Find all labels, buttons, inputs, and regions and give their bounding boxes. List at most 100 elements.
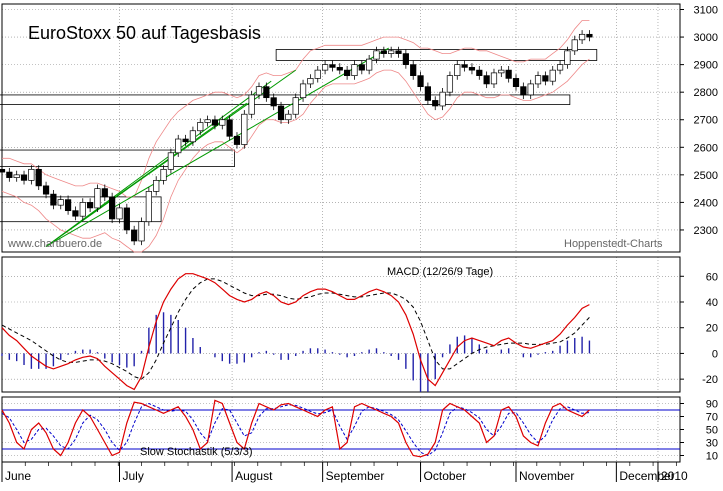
- stoch-tick-label-2: 50: [706, 425, 718, 437]
- macd-line: [1, 273, 590, 391]
- candle: [167, 152, 174, 170]
- candle: [388, 50, 395, 54]
- candle: [549, 69, 556, 82]
- candle: [446, 75, 454, 93]
- candle: [64, 199, 72, 212]
- candle: [131, 229, 138, 242]
- macd-signal-line: [1, 278, 590, 380]
- candle: [153, 180, 160, 192]
- candle: [329, 64, 336, 68]
- axes: 3100 3000 2900 2800 2700 2600 2500 2400 2300 60 40…: [1, 5, 718, 483]
- price-tick-label-3: 2800: [694, 87, 718, 99]
- candle: [432, 100, 439, 107]
- x-label-0: June: [5, 469, 31, 483]
- price-tick-label-1: 3000: [694, 32, 718, 44]
- candle: [395, 50, 402, 54]
- x-label-6: December: [619, 469, 674, 483]
- candle: [6, 171, 13, 178]
- stoch-k-line: [1, 399, 590, 458]
- stoch-tick-label-3: 30: [706, 438, 718, 450]
- candle: [248, 94, 255, 115]
- candle: [454, 64, 461, 76]
- candle: [358, 64, 365, 71]
- candle: [564, 50, 571, 65]
- candle: [241, 113, 248, 145]
- candle: [468, 67, 476, 71]
- x-label-7: 2010: [661, 469, 688, 483]
- candle: [534, 75, 542, 85]
- candle: [79, 202, 86, 217]
- zone-0: [0, 94, 571, 105]
- chart-title: EuroStoxx 50 auf Tagesbasis: [28, 23, 261, 43]
- watermark-right: Hoppenstedt-Charts: [564, 238, 663, 250]
- candle: [204, 119, 211, 123]
- candle: [321, 64, 329, 71]
- candle: [197, 122, 204, 132]
- candle: [586, 33, 593, 38]
- candle: [476, 69, 483, 76]
- candle: [373, 50, 380, 60]
- candle: [50, 193, 57, 206]
- x-label-3: September: [326, 469, 385, 483]
- macd-tick-label-2: 20: [706, 323, 718, 335]
- watermark-left: www.chartbuero.de: [7, 238, 102, 250]
- candle: [182, 138, 189, 143]
- candle: [211, 119, 219, 126]
- candle: [520, 86, 527, 96]
- candle: [28, 168, 35, 181]
- candle: [233, 135, 241, 145]
- candle: [527, 83, 534, 96]
- candle: [578, 33, 586, 41]
- candle: [116, 207, 123, 220]
- candle: [0, 168, 6, 173]
- candle: [13, 174, 20, 178]
- candle: [109, 196, 116, 220]
- candle: [505, 69, 512, 79]
- price-tick-label-0: 3100: [694, 5, 718, 17]
- macd-tick-label-0: 60: [706, 271, 718, 283]
- price-tick-label-7: 2400: [694, 197, 718, 209]
- candle: [439, 91, 446, 107]
- macd-tick-label-3: 0: [712, 348, 718, 360]
- candle: [145, 191, 152, 223]
- lower-band: [1, 58, 590, 253]
- candle: [498, 69, 505, 74]
- candle: [307, 78, 314, 85]
- macd-label: MACD (12/26/9 Tage): [387, 266, 493, 278]
- candle: [35, 168, 42, 187]
- zone-3: [275, 49, 598, 61]
- candle: [87, 202, 94, 209]
- zone-2: [0, 149, 235, 167]
- candle: [94, 188, 101, 209]
- stoch-tick-label-0: 90: [706, 399, 718, 411]
- stochastic-label: Slow Stochastik (5/3/3): [140, 446, 253, 458]
- candle: [123, 207, 130, 231]
- candle: [160, 168, 167, 181]
- candle: [226, 119, 233, 137]
- macd-tick-label-4: -20: [702, 374, 718, 386]
- candle: [20, 174, 28, 181]
- candle: [424, 86, 431, 101]
- candle: [461, 64, 468, 68]
- candle: [299, 83, 307, 99]
- candle: [556, 64, 564, 71]
- stoch-tick-label-4: 10: [706, 451, 718, 463]
- candle: [542, 75, 549, 82]
- candle: [292, 97, 299, 115]
- candle: [175, 138, 182, 154]
- candle: [270, 97, 277, 107]
- trendlines: [45, 47, 389, 247]
- candle: [402, 53, 409, 65]
- stochastic-panel: [1, 399, 680, 458]
- candle: [277, 105, 285, 121]
- candle: [263, 86, 270, 99]
- price-tick-label-8: 2300: [694, 225, 718, 237]
- candle: [351, 64, 358, 76]
- panel-frame-1: [1, 256, 681, 393]
- price-tick-label-5: 2600: [694, 142, 718, 154]
- candle: [189, 130, 197, 143]
- x-label-1: July: [122, 469, 143, 483]
- trendline-1: [45, 80, 272, 247]
- candle: [336, 67, 343, 71]
